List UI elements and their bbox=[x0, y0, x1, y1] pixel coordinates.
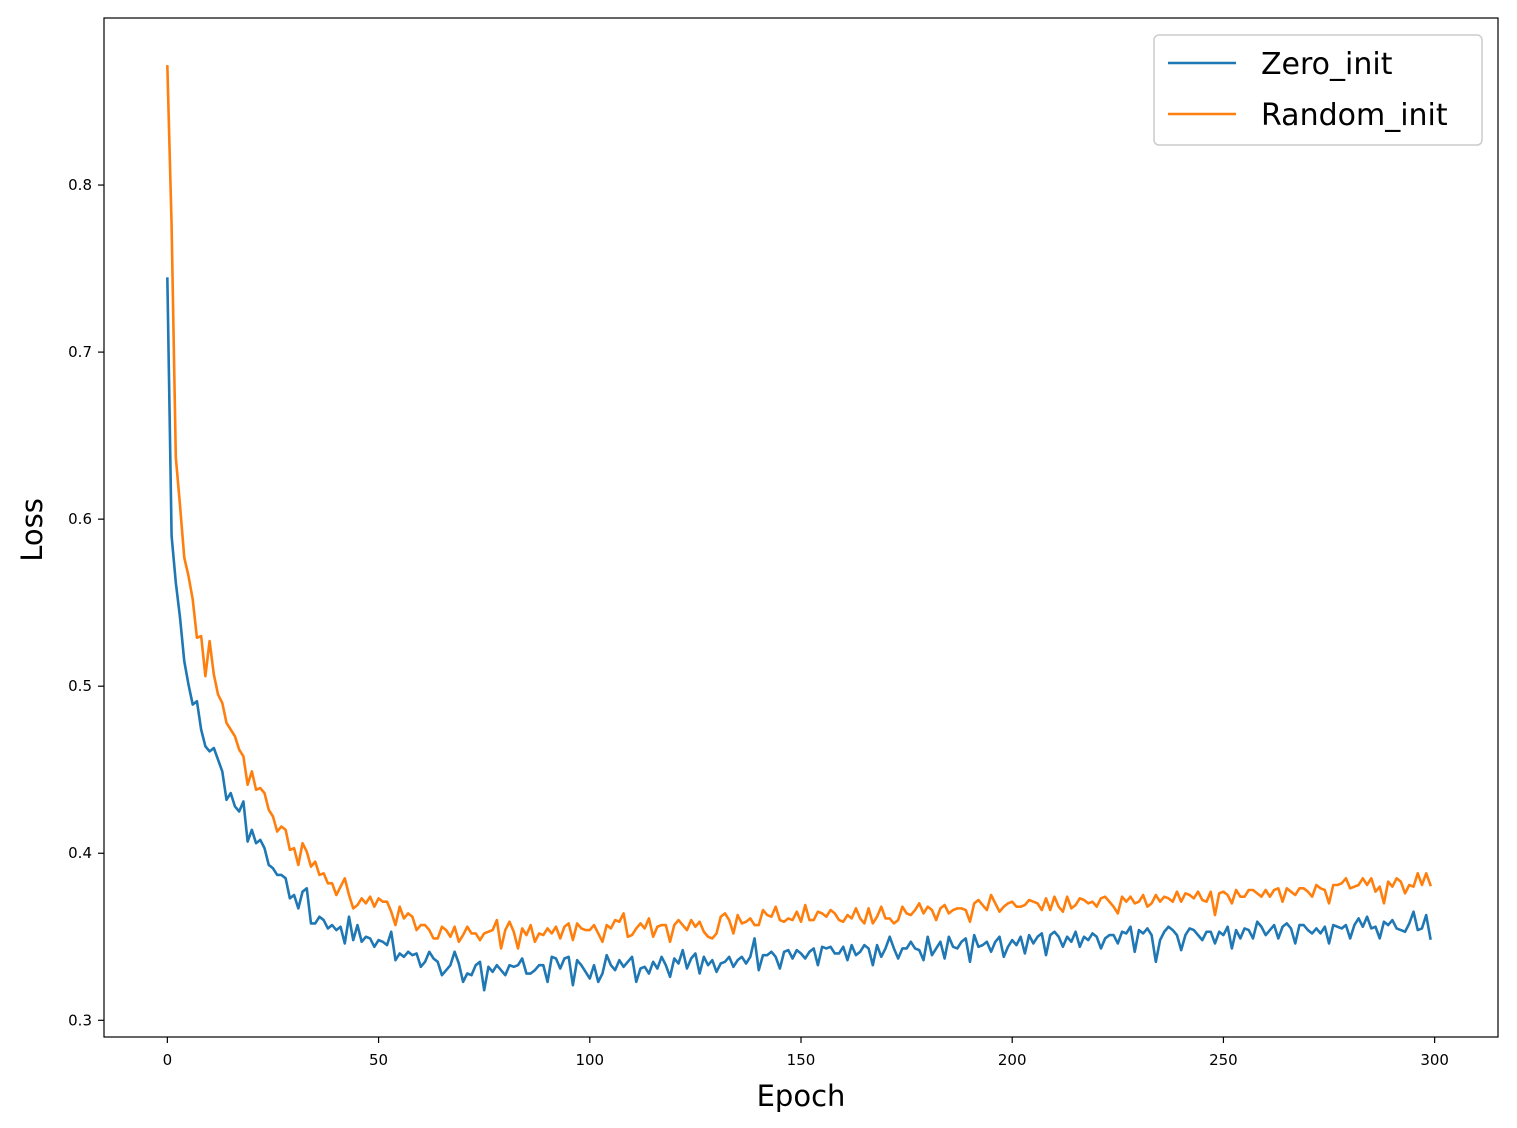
x-tick-label: 250 bbox=[1209, 1051, 1238, 1069]
y-axis-ticks: 0.3 0.4 0.5 0.6 0.7 0.8 bbox=[68, 176, 104, 1029]
x-tick-label: 150 bbox=[787, 1051, 816, 1069]
x-axis-ticks: 0 50 100 150 200 250 300 bbox=[163, 1037, 1449, 1069]
x-tick-label: 50 bbox=[369, 1051, 388, 1069]
y-tick-label: 0.6 bbox=[68, 510, 92, 528]
x-tick-label: 100 bbox=[575, 1051, 604, 1069]
legend-label-random-init: Random_init bbox=[1261, 98, 1448, 133]
y-tick-label: 0.3 bbox=[68, 1011, 92, 1029]
series-line-random-init bbox=[166, 65, 1433, 950]
series-line-zero-init bbox=[166, 277, 1432, 992]
y-tick-label: 0.7 bbox=[68, 343, 92, 361]
y-axis-label: Loss bbox=[15, 498, 49, 562]
legend: Zero_init Random_init bbox=[1153, 34, 1483, 146]
x-tick-label: 300 bbox=[1420, 1051, 1449, 1069]
x-axis-label: Epoch bbox=[757, 1079, 846, 1113]
y-tick-label: 0.5 bbox=[68, 677, 92, 695]
legend-label-zero-init: Zero_init bbox=[1261, 47, 1393, 82]
x-tick-label: 0 bbox=[163, 1051, 173, 1069]
series-layer bbox=[166, 65, 1433, 992]
y-tick-label: 0.8 bbox=[68, 176, 92, 194]
x-tick-label: 200 bbox=[998, 1051, 1027, 1069]
y-tick-label: 0.4 bbox=[68, 844, 92, 862]
